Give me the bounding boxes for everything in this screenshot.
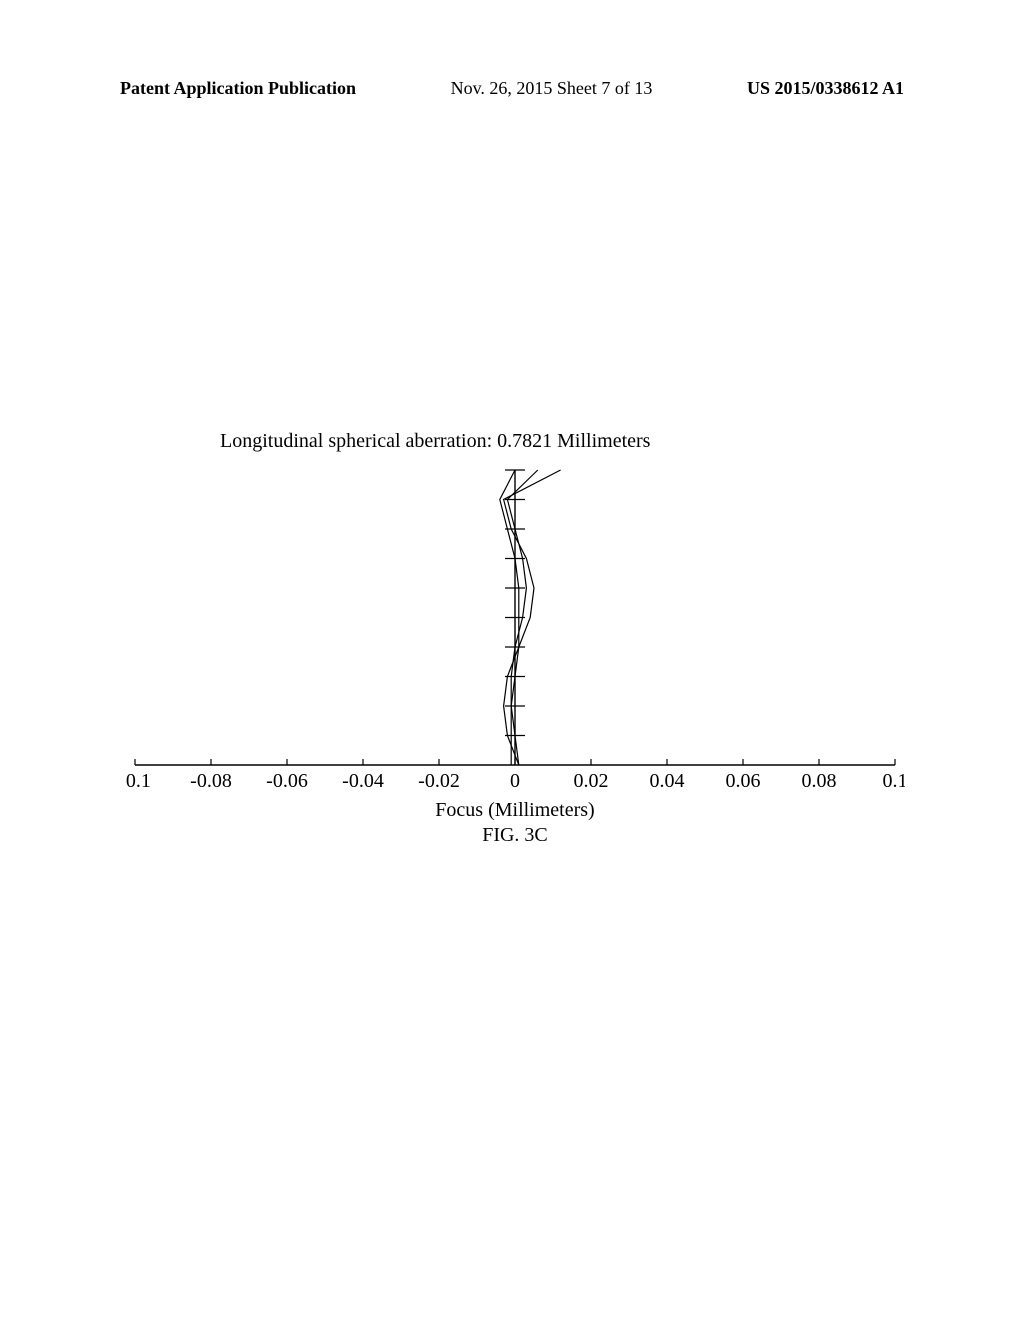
- x-tick-label: -0.06: [266, 770, 308, 792]
- x-tick-label: 0.1: [883, 770, 906, 792]
- chart-title: Longitudinal spherical aberration: 0.782…: [120, 430, 910, 453]
- x-tick-label: -0.08: [190, 770, 232, 792]
- x-axis-label: Focus (Millimeters): [120, 799, 910, 822]
- page-header: Patent Application Publication Nov. 26, …: [0, 78, 1024, 99]
- x-tick-label: -0.1: [125, 770, 151, 792]
- header-right: US 2015/0338612 A1: [747, 78, 904, 99]
- header-left: Patent Application Publication: [120, 78, 356, 99]
- figure-container: Longitudinal spherical aberration: 0.782…: [120, 430, 910, 847]
- x-tick-label: -0.02: [418, 770, 460, 792]
- x-tick-label: 0.08: [802, 770, 837, 792]
- x-tick-label: -0.04: [342, 770, 384, 792]
- x-tick-label: 0.04: [650, 770, 685, 792]
- x-tick-label: 0: [510, 770, 520, 792]
- figure-label: FIG. 3C: [120, 824, 910, 847]
- x-tick-label: 0.02: [574, 770, 609, 792]
- aberration-chart: -0.1 -0.08 -0.06 -0.04 -0.02 0 0.02 0.04 0.06 0.0…: [125, 465, 905, 795]
- x-tick-label: 0.06: [726, 770, 761, 792]
- header-center: Nov. 26, 2015 Sheet 7 of 13: [451, 78, 653, 99]
